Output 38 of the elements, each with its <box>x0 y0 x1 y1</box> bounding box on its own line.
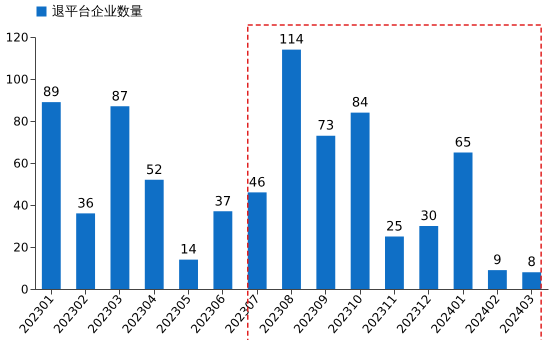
bar <box>42 102 61 289</box>
bar <box>419 226 438 289</box>
bar <box>76 213 96 289</box>
legend-label: 退平台企业数量 <box>52 4 143 20</box>
data-label: 73 <box>318 118 334 134</box>
bar <box>110 106 130 289</box>
data-label: 87 <box>112 89 128 104</box>
bar <box>282 50 301 289</box>
bar <box>488 270 507 289</box>
data-label: 30 <box>420 209 438 224</box>
data-label: 36 <box>77 196 94 212</box>
data-label: 46 <box>248 175 266 190</box>
data-label: 89 <box>43 85 60 100</box>
bar <box>350 112 370 289</box>
y-tick-label: 60 <box>13 156 28 170</box>
data-label: 8 <box>528 255 536 270</box>
bar <box>522 272 542 289</box>
bar <box>385 236 404 289</box>
data-label: 52 <box>146 162 163 178</box>
data-label: 114 <box>279 32 304 48</box>
y-tick-label: 20 <box>13 240 28 254</box>
bar <box>179 260 198 289</box>
data-label: 25 <box>386 220 403 234</box>
y-tick-label: 100 <box>6 72 28 86</box>
y-tick-label: 80 <box>13 114 28 128</box>
y-tick-label: 0 <box>20 282 28 296</box>
data-label: 37 <box>214 194 232 210</box>
y-tick-label: 40 <box>13 198 28 212</box>
data-label: 65 <box>454 136 472 150</box>
bar <box>248 192 267 289</box>
bar <box>454 152 473 289</box>
data-label: 9 <box>493 253 502 268</box>
data-label: 84 <box>352 96 368 111</box>
bar <box>316 136 336 289</box>
data-label: 14 <box>180 242 197 258</box>
y-tick-label: 120 <box>6 30 28 44</box>
bar <box>213 211 232 289</box>
bar <box>144 180 164 289</box>
